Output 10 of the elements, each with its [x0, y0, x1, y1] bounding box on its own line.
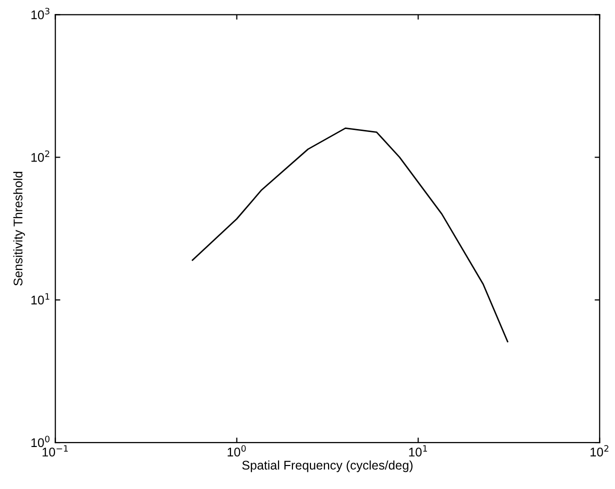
x-tick-label: 10$^{1}$: [409, 445, 427, 456]
x-tick-label: 10$^{0}$: [228, 445, 246, 456]
y-tick-label: 10$^{1}$: [31, 293, 50, 304]
y-tick-label: 10$^{2}$: [31, 150, 50, 162]
x-axis-title: Spatial Frequency (cycles/deg): [242, 460, 413, 472]
y-axis-title: Sensitivity Threshold: [13, 172, 25, 286]
y-tick-label: 10$^{0}$: [31, 436, 50, 448]
x-tick-label: 10$^{−1}$: [42, 445, 68, 456]
x-tick-label: 10$^{2}$: [590, 445, 608, 456]
y-tick-label: 10$^{3}$: [31, 8, 50, 20]
